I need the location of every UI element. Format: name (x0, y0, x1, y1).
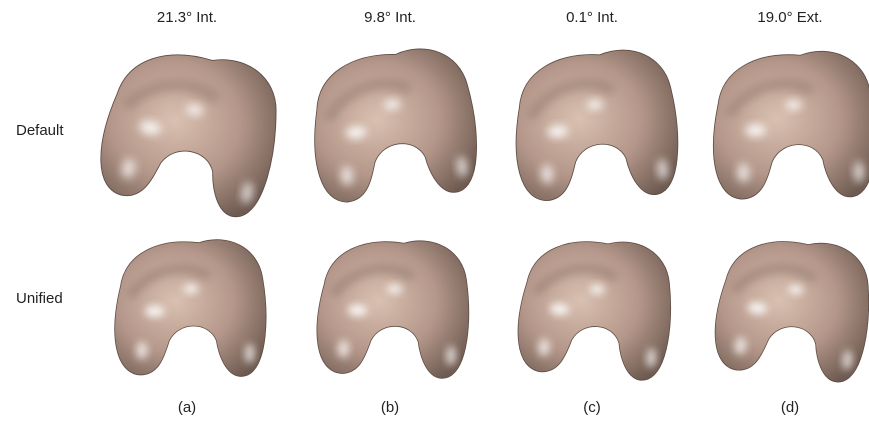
page: 21.3° Int. 9.8° Int. 0.1° Int. 19.0° Ext… (0, 0, 869, 424)
femur-surface (93, 41, 287, 222)
femur-render (515, 235, 675, 382)
column-label: 0.1° Int. (566, 9, 618, 26)
femur-surface (710, 49, 869, 201)
panel-label: (d) (781, 399, 799, 416)
highlight (145, 305, 165, 317)
femur-render (510, 47, 682, 204)
highlight (245, 344, 255, 364)
row-label: Default (16, 122, 64, 139)
row-label: Unified (16, 290, 63, 307)
femur-render (115, 240, 266, 377)
femur-render (710, 49, 869, 201)
panel-label: (c) (583, 399, 601, 416)
highlight (183, 284, 199, 294)
panel-label: (a) (178, 399, 196, 416)
panel-label: (b) (381, 399, 399, 416)
column-label: 9.8° Int. (364, 9, 416, 26)
femur-render (711, 233, 869, 385)
femur-render (93, 41, 287, 222)
femur-surface (306, 44, 483, 207)
femur-render (306, 44, 483, 207)
renders (93, 41, 869, 385)
column-label: 19.0° Ext. (757, 9, 822, 26)
figure: 21.3° Int. 9.8° Int. 0.1° Int. 19.0° Ext… (0, 0, 869, 424)
femur-surface (510, 47, 682, 204)
highlight (136, 342, 148, 360)
column-label: 21.3° Int. (157, 9, 217, 26)
femur-render (315, 237, 471, 379)
